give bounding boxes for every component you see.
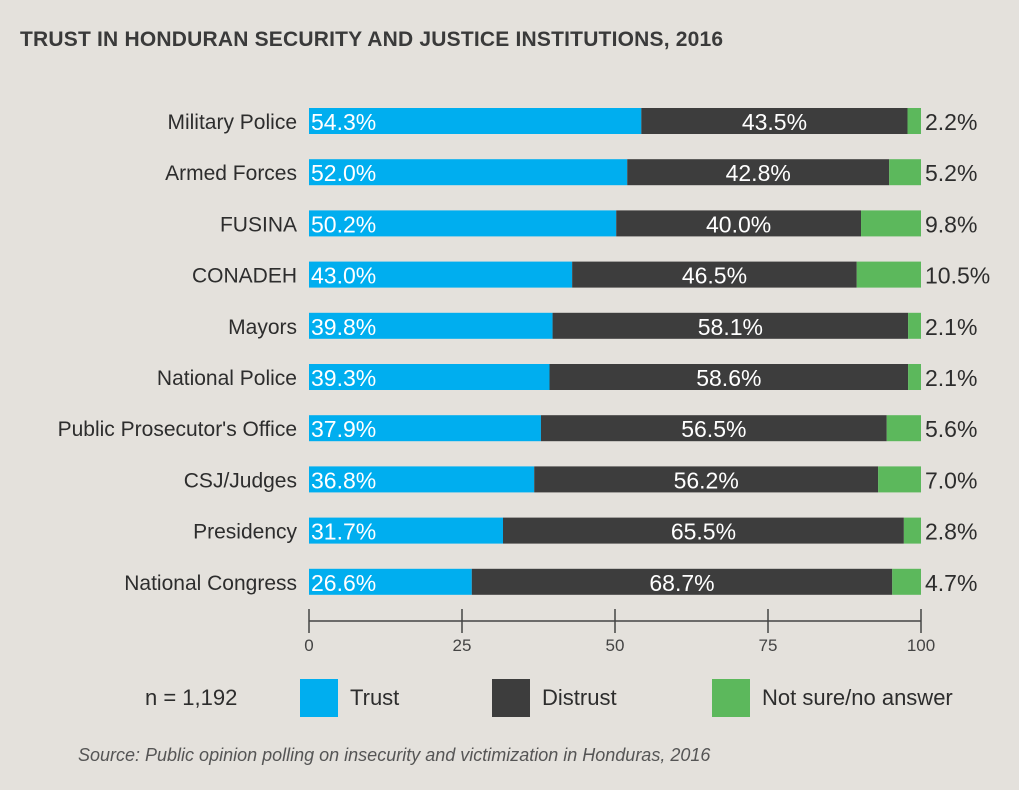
bar-trust-military-police: [309, 108, 642, 134]
bar-distrust-fusina: [616, 210, 862, 237]
data-label-not-sure-no-answer-csj-judges: 7.0%: [925, 467, 977, 493]
legend-swatch-distrust: [492, 679, 530, 717]
legend-label-trust: Trust: [350, 685, 400, 710]
sample-size-note: n = 1,192: [145, 685, 238, 710]
bar-not-sure-no-answer-conadeh: [856, 261, 921, 288]
data-label-trust-conadeh: 43.0%: [311, 263, 376, 289]
legend-label-not-sure: Not sure/no answer: [762, 685, 953, 710]
x-tick-label-0: 0: [304, 636, 313, 655]
data-label-not-sure-no-answer-military-police: 2.2%: [925, 109, 977, 135]
bar-distrust-national-police: [549, 364, 909, 390]
data-label-distrust-military-police: 43.5%: [742, 109, 807, 135]
bar-trust-national-congress: [309, 568, 472, 595]
data-label-trust-armed-forces: 52.0%: [311, 160, 376, 186]
data-label-trust-military-police: 54.3%: [311, 109, 376, 135]
data-label-not-sure-no-answer-national-congress: 4.7%: [925, 570, 977, 596]
data-label-distrust-national-police: 58.6%: [696, 365, 761, 391]
data-label-not-sure-no-answer-national-police: 2.1%: [925, 365, 977, 391]
category-label-national-congress: National Congress: [124, 572, 297, 595]
bar-trust-csj-judges: [309, 466, 535, 493]
data-label-not-sure-no-answer-fusina: 9.8%: [925, 211, 977, 237]
category-label-national-police: National Police: [157, 367, 297, 390]
bar-not-sure-no-answer-fusina: [861, 210, 921, 237]
data-label-not-sure-no-answer-public-prosecutor-s-office: 5.6%: [925, 416, 977, 442]
data-label-trust-mayors: 39.8%: [311, 314, 376, 340]
bar-distrust-armed-forces: [627, 159, 890, 186]
stacked-bar-chart: Military Police 54.3% 43.5% 2.2% Armed Force…: [58, 108, 990, 655]
data-label-trust-national-congress: 26.6%: [311, 570, 376, 596]
bar-distrust-mayors: [552, 312, 909, 339]
category-label-fusina: FUSINA: [220, 213, 297, 236]
x-tick-label-25: 25: [453, 636, 472, 655]
bar-distrust-csj-judges: [534, 466, 879, 493]
bar-not-sure-no-answer-public-prosecutor-s-office: [886, 415, 921, 442]
data-label-distrust-public-prosecutor-s-office: 56.5%: [681, 416, 746, 442]
bar-not-sure-no-answer-csj-judges: [878, 466, 921, 493]
data-label-distrust-national-congress: 68.7%: [649, 570, 714, 596]
bar-distrust-national-congress: [471, 568, 893, 595]
data-label-distrust-fusina: 40.0%: [706, 211, 771, 237]
bar-distrust-military-police: [641, 108, 908, 134]
category-label-military-police: Military Police: [167, 111, 297, 134]
data-label-not-sure-no-answer-presidency: 2.8%: [925, 519, 977, 545]
category-label-csj-judges: CSJ/Judges: [184, 469, 297, 492]
x-tick-label-50: 50: [606, 636, 625, 655]
data-label-trust-national-police: 39.3%: [311, 365, 376, 391]
source-note: Source: Public opinion polling on insecu…: [78, 745, 711, 765]
data-label-distrust-csj-judges: 56.2%: [674, 467, 739, 493]
x-tick-label-100: 100: [907, 636, 935, 655]
data-label-not-sure-no-answer-mayors: 2.1%: [925, 314, 977, 340]
bar-not-sure-no-answer-presidency: [903, 517, 921, 544]
bar-not-sure-no-answer-national-congress: [892, 568, 921, 595]
bar-not-sure-no-answer-military-police: [907, 108, 921, 134]
bar-distrust-conadeh: [572, 261, 857, 288]
legend-swatch-not-sure: [712, 679, 750, 717]
bar-trust-presidency: [309, 517, 504, 544]
data-label-trust-fusina: 50.2%: [311, 211, 376, 237]
bar-trust-public-prosecutor-s-office: [309, 415, 541, 442]
legend-item-not-sure: Not sure/no answer: [712, 678, 953, 718]
data-label-trust-csj-judges: 36.8%: [311, 467, 376, 493]
category-label-public-prosecutor-s-office: Public Prosecutor's Office: [58, 418, 297, 441]
bar-not-sure-no-answer-mayors: [908, 312, 921, 339]
x-tick-label-75: 75: [759, 636, 778, 655]
data-label-trust-presidency: 31.7%: [311, 519, 376, 545]
data-label-not-sure-no-answer-armed-forces: 5.2%: [925, 160, 977, 186]
category-label-presidency: Presidency: [193, 521, 297, 544]
data-label-not-sure-no-answer-conadeh: 10.5%: [925, 263, 990, 289]
data-label-distrust-conadeh: 46.5%: [682, 263, 747, 289]
legend-swatch-trust: [300, 679, 338, 717]
legend-item-trust: Trust: [300, 678, 399, 718]
bar-distrust-presidency: [503, 517, 904, 544]
data-label-distrust-presidency: 65.5%: [671, 519, 736, 545]
bar-not-sure-no-answer-national-police: [908, 364, 921, 390]
bar-trust-fusina: [309, 210, 617, 237]
data-label-distrust-armed-forces: 42.8%: [726, 160, 791, 186]
category-label-armed-forces: Armed Forces: [165, 162, 297, 185]
legend-label-distrust: Distrust: [542, 685, 617, 710]
bar-trust-mayors: [309, 312, 553, 339]
bar-trust-conadeh: [309, 261, 573, 288]
category-label-conadeh: CONADEH: [192, 265, 297, 288]
category-label-mayors: Mayors: [228, 316, 297, 339]
data-label-trust-public-prosecutor-s-office: 37.9%: [311, 416, 376, 442]
bar-trust-armed-forces: [309, 159, 628, 186]
bar-trust-national-police: [309, 364, 550, 390]
legend-item-distrust: Distrust: [492, 678, 617, 718]
bar-distrust-public-prosecutor-s-office: [540, 415, 887, 442]
chart-title: TRUST IN HONDURAN SECURITY AND JUSTICE I…: [20, 28, 724, 51]
data-label-distrust-mayors: 58.1%: [698, 314, 763, 340]
bar-not-sure-no-answer-armed-forces: [889, 159, 921, 186]
